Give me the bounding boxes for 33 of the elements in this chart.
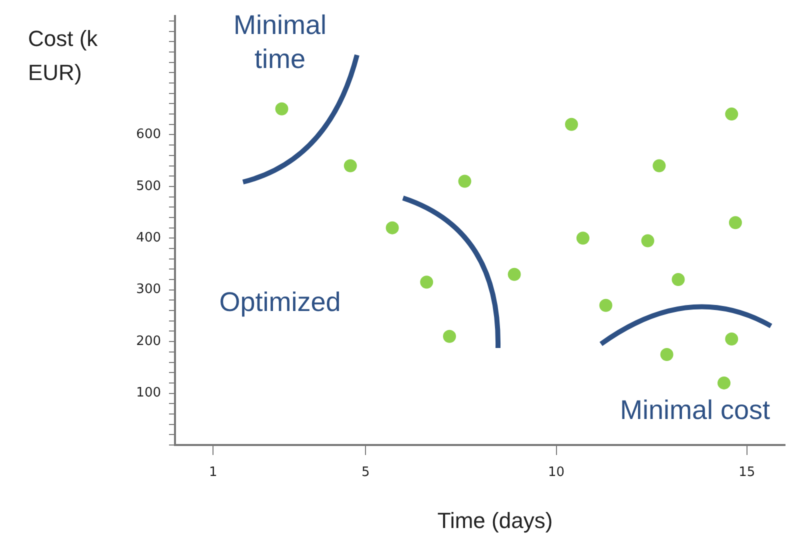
point: [386, 221, 399, 234]
point: [718, 376, 730, 390]
x-tick-label: 10: [548, 465, 565, 480]
x-tick-label: 15: [738, 465, 756, 480]
point: [599, 298, 612, 312]
point: [725, 108, 738, 121]
y-tick-label: 100: [136, 386, 161, 401]
point: [641, 234, 654, 248]
x-tick-label: 1: [208, 465, 218, 480]
point: [660, 348, 674, 362]
point: [275, 102, 288, 116]
x-axis-title: Time (days): [436, 508, 554, 534]
y-tick-label: 200: [136, 334, 161, 349]
point: [508, 268, 521, 281]
point: [728, 216, 742, 230]
annotation: Minimal cost: [618, 394, 772, 427]
annotation: Optimized: [218, 286, 342, 319]
point: [652, 159, 666, 172]
point: [420, 276, 434, 289]
y-tick-label: 400: [136, 230, 161, 246]
x-tick-label: 5: [361, 465, 370, 480]
point: [576, 232, 590, 245]
point: [443, 330, 456, 343]
y-tick-label: 300: [136, 282, 161, 298]
point: [672, 273, 685, 286]
annotation: Minimal time: [232, 9, 328, 76]
y-tick-label: 500: [136, 178, 161, 194]
point: [344, 159, 357, 172]
point: [458, 174, 472, 188]
point: [565, 118, 578, 131]
point: [725, 332, 738, 346]
y-axis-title: Cost (k EUR): [28, 25, 99, 87]
y-tick-label: 600: [136, 127, 161, 142]
